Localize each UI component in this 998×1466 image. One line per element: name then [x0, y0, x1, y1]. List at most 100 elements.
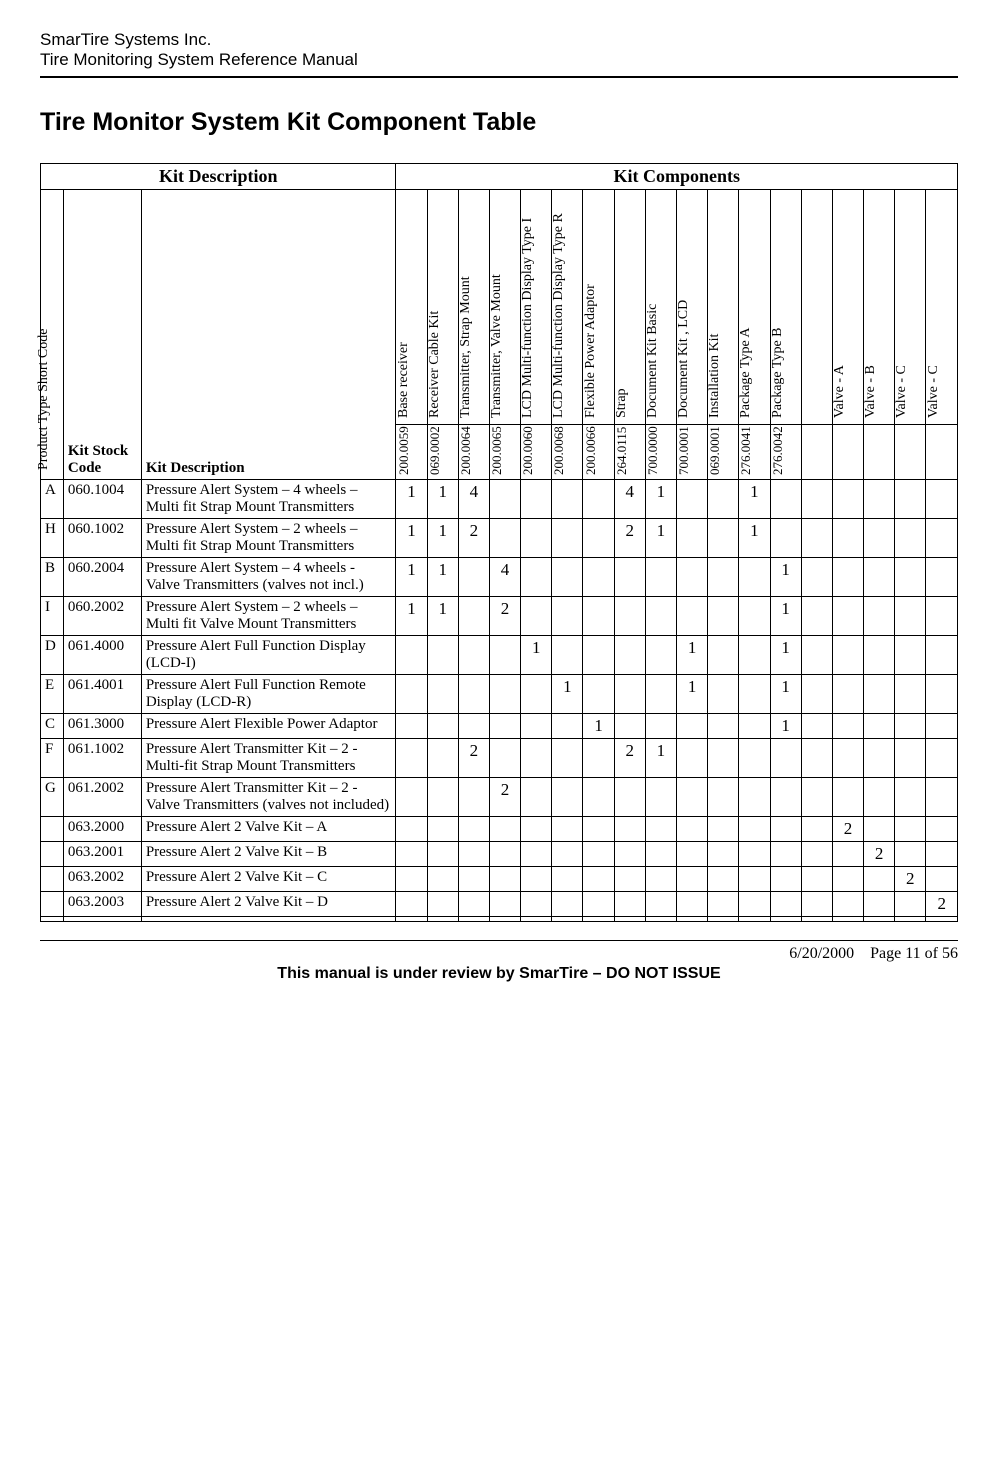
comp-name-11: Package Type A	[739, 190, 770, 425]
header-rule	[40, 76, 958, 78]
kit-desc-section: Kit Description	[41, 164, 396, 190]
row-value	[677, 558, 708, 597]
row-value	[926, 842, 958, 867]
row-value	[583, 675, 614, 714]
row-value	[739, 597, 770, 636]
row-value: 1	[677, 675, 708, 714]
row-value	[521, 519, 552, 558]
row-description: Pressure Alert 2 Valve Kit – D	[141, 892, 396, 917]
row-value	[458, 714, 489, 739]
row-value	[489, 892, 520, 917]
row-value	[427, 778, 458, 817]
row-value	[708, 817, 739, 842]
row-value	[895, 480, 926, 519]
row-description: Pressure Alert System – 4 wheels – Multi…	[141, 480, 396, 519]
row-description: Pressure Alert System – 4 wheels - Valve…	[141, 558, 396, 597]
row-value: 1	[521, 636, 552, 675]
table-row: 063.2001Pressure Alert 2 Valve Kit – B2	[41, 842, 958, 867]
row-short-code: G	[41, 778, 64, 817]
comp-stock-0: 200.0059	[396, 425, 427, 480]
row-value	[926, 675, 958, 714]
row-value	[864, 778, 895, 817]
row-value	[801, 480, 832, 519]
row-value	[832, 714, 863, 739]
row-value	[614, 817, 645, 842]
row-value	[677, 714, 708, 739]
row-value: 1	[396, 597, 427, 636]
row-value: 4	[458, 480, 489, 519]
row-value: 1	[739, 480, 770, 519]
row-value	[614, 675, 645, 714]
row-value	[521, 817, 552, 842]
row-value: 2	[926, 892, 958, 917]
row-value	[458, 675, 489, 714]
row-value	[708, 739, 739, 778]
row-short-code	[41, 842, 64, 867]
kit-component-table: Kit Description Kit Components Product T…	[40, 163, 958, 922]
row-short-code: E	[41, 675, 64, 714]
row-short-code	[41, 817, 64, 842]
row-value	[895, 714, 926, 739]
row-value	[552, 480, 583, 519]
row-value	[521, 558, 552, 597]
comp-name-13	[801, 190, 832, 425]
comp-name-9: Document Kit , LCD	[677, 190, 708, 425]
row-value	[895, 636, 926, 675]
row-value	[552, 892, 583, 917]
comp-stock-3: 200.0065	[489, 425, 520, 480]
row-value	[489, 519, 520, 558]
row-value	[801, 675, 832, 714]
row-value	[926, 867, 958, 892]
row-value	[677, 842, 708, 867]
row-value	[396, 867, 427, 892]
comp-name-3: Transmitter, Valve Mount	[489, 190, 520, 425]
row-value	[458, 917, 489, 922]
row-value	[801, 842, 832, 867]
row-value	[770, 778, 801, 817]
table-row	[41, 917, 958, 922]
table-row: D061.4000Pressure Alert Full Function Di…	[41, 636, 958, 675]
row-value	[832, 892, 863, 917]
row-value	[552, 817, 583, 842]
row-value	[427, 842, 458, 867]
row-short-code	[41, 867, 64, 892]
row-value: 1	[427, 519, 458, 558]
footer-review: This manual is under review by SmarTire …	[40, 965, 958, 983]
row-short-code: F	[41, 739, 64, 778]
row-value	[739, 867, 770, 892]
row-value	[926, 714, 958, 739]
table-row: E061.4001Pressure Alert Full Function Re…	[41, 675, 958, 714]
row-value	[895, 778, 926, 817]
row-value	[864, 739, 895, 778]
row-value	[552, 558, 583, 597]
header-manual: Tire Monitoring System Reference Manual	[40, 50, 958, 70]
row-value	[458, 842, 489, 867]
row-value: 1	[739, 519, 770, 558]
comp-name-8: Document Kit Basic	[645, 190, 676, 425]
row-value: 1	[770, 675, 801, 714]
comp-name-17: Valve - C	[926, 190, 958, 425]
row-value	[583, 739, 614, 778]
comp-stock-9: 700.0001	[677, 425, 708, 480]
row-value	[645, 917, 676, 922]
row-short-code: B	[41, 558, 64, 597]
comp-stock-10: 069.0001	[708, 425, 739, 480]
row-short-code: A	[41, 480, 64, 519]
row-value	[583, 867, 614, 892]
row-value	[521, 597, 552, 636]
row-value	[895, 917, 926, 922]
footer-date-page: 6/20/2000 Page 11 of 56	[40, 945, 958, 963]
component-name-row: Product Type Short Code Kit Stock Code K…	[41, 190, 958, 425]
row-value	[645, 778, 676, 817]
row-value	[864, 917, 895, 922]
row-value	[864, 558, 895, 597]
row-value	[521, 778, 552, 817]
row-value	[770, 480, 801, 519]
comp-stock-16	[895, 425, 926, 480]
row-value	[583, 480, 614, 519]
row-value	[427, 675, 458, 714]
comp-name-12: Package Type B	[770, 190, 801, 425]
row-value	[739, 675, 770, 714]
row-description: Pressure Alert Full Function Display (LC…	[141, 636, 396, 675]
row-value	[552, 867, 583, 892]
